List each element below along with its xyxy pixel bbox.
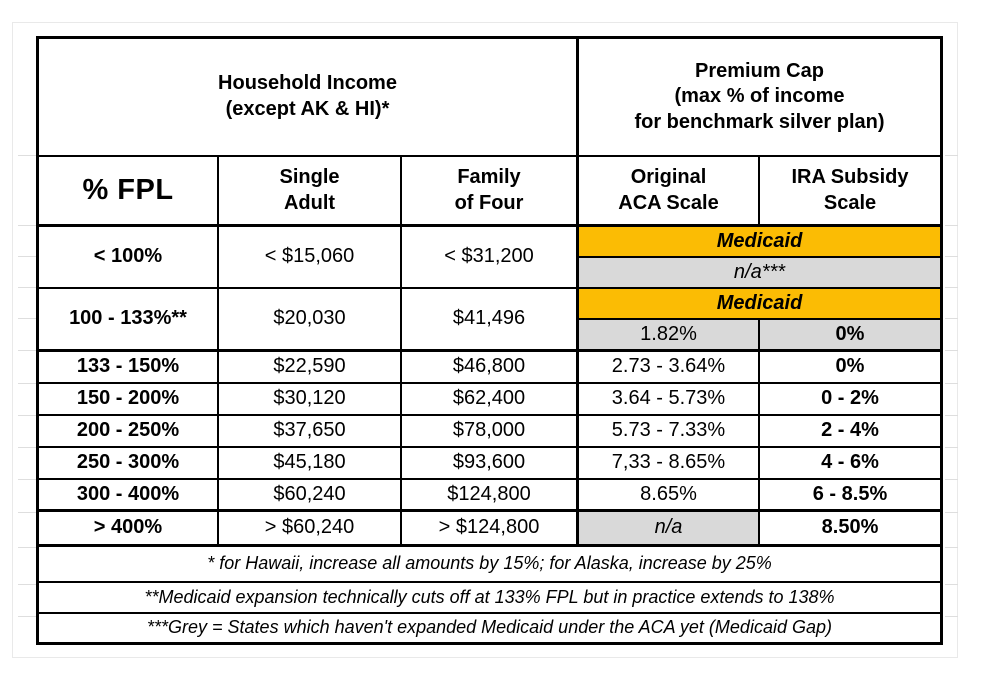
subsidy-table: Household Income (except AK & HI)* Premi… [36,36,943,645]
cell-family-200-250: $78,000 [402,416,579,448]
cell-aca-100-133: 1.82% [579,320,760,352]
gridline-tick [945,584,958,585]
gridline-tick [945,512,958,513]
gridline-tick [945,616,958,617]
column-header-ira-subsidy: IRA Subsidy Scale [760,157,940,227]
gridline-tick [945,155,958,156]
footnote-hawaii-alaska: * for Hawaii, increase all amounts by 15… [39,547,940,583]
cell-fpl-300-400: 300 - 400% [39,480,219,512]
gridline-tick [18,415,36,416]
column-header-original-aca: Original ACA Scale [579,157,760,227]
column-header-fpl: % FPL [39,157,219,227]
gridline-tick [945,479,958,480]
cell-ira-250-300: 4 - 6% [760,448,940,480]
cell-aca-200-250: 5.73 - 7.33% [579,416,760,448]
gridline-tick [18,547,36,548]
cell-ira-300-400: 6 - 8.5% [760,480,940,512]
gridline-tick [18,616,36,617]
cell-aca-150-200: 3.64 - 5.73% [579,384,760,416]
cell-single-133-150: $22,590 [219,352,402,384]
gridline-tick [18,155,36,156]
gridline-tick [945,318,958,319]
cell-single-250-300: $45,180 [219,448,402,480]
gridline-tick [18,256,36,257]
gridline-tick [18,225,36,226]
cell-fpl-100-133: 100 - 133%** [39,289,219,352]
cell-ira-133-150: 0% [760,352,940,384]
cell-single-150-200: $30,120 [219,384,402,416]
cell-single-100-133: $20,030 [219,289,402,352]
cell-medicaid-band-lt100: Medicaid [579,227,940,258]
gridline-tick [18,447,36,448]
gridline-tick [945,415,958,416]
cell-single-gt400: > $60,240 [219,512,402,547]
cell-family-gt400: > $124,800 [402,512,579,547]
cell-fpl-gt400: > 400% [39,512,219,547]
gridline-tick [945,447,958,448]
column-header-single-adult: Single Adult [219,157,402,227]
cell-family-lt100: < $31,200 [402,227,579,289]
cell-fpl-150-200: 150 - 200% [39,384,219,416]
cell-single-200-250: $37,650 [219,416,402,448]
cell-ira-100-133: 0% [760,320,940,352]
gridline-tick [945,547,958,548]
gridline-tick [945,256,958,257]
cell-medicaid-band-100-133: Medicaid [579,289,940,320]
cell-family-100-133: $41,496 [402,289,579,352]
footnote-medicaid-expansion: **Medicaid expansion technically cuts of… [39,583,940,614]
cell-medicaid-gap-lt100: n/a*** [579,258,940,289]
column-header-family-of-four: Family of Four [402,157,579,227]
cell-single-lt100: < $15,060 [219,227,402,289]
cell-aca-300-400: 8.65% [579,480,760,512]
header-household-income: Household Income (except AK & HI)* [39,39,579,157]
cell-fpl-lt100: < 100% [39,227,219,289]
gridline-tick [945,225,958,226]
gridline-tick [18,512,36,513]
gridline-tick [18,383,36,384]
gridline-tick [18,318,36,319]
header-premium-cap: Premium Cap (max % of income for benchma… [579,39,940,157]
gridline-tick [18,584,36,585]
cell-family-300-400: $124,800 [402,480,579,512]
cell-family-150-200: $62,400 [402,384,579,416]
cell-family-250-300: $93,600 [402,448,579,480]
cell-ira-200-250: 2 - 4% [760,416,940,448]
cell-fpl-250-300: 250 - 300% [39,448,219,480]
gridline-tick [18,479,36,480]
cell-fpl-133-150: 133 - 150% [39,352,219,384]
cell-fpl-200-250: 200 - 250% [39,416,219,448]
cell-aca-gt400: n/a [579,512,760,547]
cell-family-133-150: $46,800 [402,352,579,384]
cell-aca-133-150: 2.73 - 3.64% [579,352,760,384]
cell-ira-gt400: 8.50% [760,512,940,547]
gridline-tick [18,287,36,288]
gridline-tick [945,350,958,351]
footnote-grey-legend: ***Grey = States which haven't expanded … [147,617,832,638]
cell-ira-150-200: 0 - 2% [760,384,940,416]
gridline-tick [945,383,958,384]
cell-aca-250-300: 7,33 - 8.65% [579,448,760,480]
gridline-tick [945,287,958,288]
cell-single-300-400: $60,240 [219,480,402,512]
gridline-tick [18,350,36,351]
